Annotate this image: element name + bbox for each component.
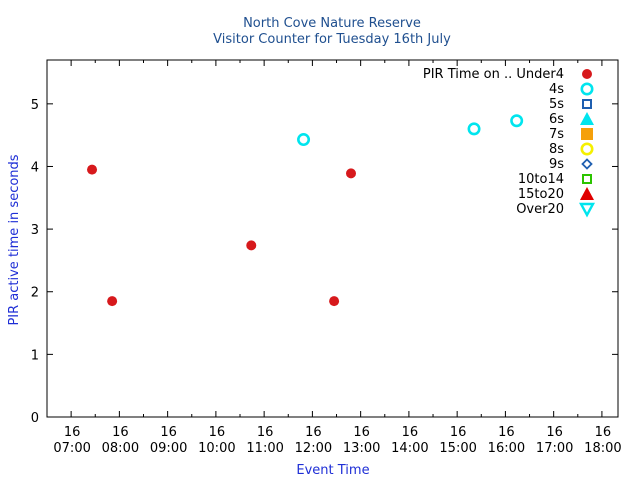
x-tick-label-time: 14:00 (391, 441, 428, 456)
data-point (345, 168, 356, 179)
x-tick-label-day: 16 (305, 425, 322, 440)
x-tick-label-time: 17:00 (536, 441, 573, 456)
data-point (510, 114, 524, 128)
y-tick-label: 5 (31, 98, 39, 113)
y-tick-label: 1 (31, 348, 39, 363)
x-tick-label-day: 16 (209, 425, 226, 440)
legend-label: 7s (549, 127, 564, 142)
data-point (107, 296, 118, 307)
data-point (297, 133, 311, 147)
legend-marker (580, 142, 594, 156)
legend-label: 4s (549, 82, 564, 97)
plot-frame (46, 59, 619, 418)
y-tick-label: 2 (31, 286, 39, 301)
x-tick-label-time: 10:00 (198, 441, 235, 456)
x-tick-label-day: 16 (160, 425, 177, 440)
legend-marker (578, 202, 596, 218)
chart-subtitle: Visitor Counter for Tuesday 16th July (213, 32, 451, 47)
x-tick-label-time: 07:00 (53, 441, 90, 456)
data-points (87, 114, 524, 307)
chart-title: North Cove Nature Reserve (243, 16, 421, 31)
legend-label: Over20 (516, 202, 564, 217)
legend-marker (580, 112, 594, 125)
y-tick-label: 0 (31, 411, 39, 426)
x-tick-label-time: 11:00 (246, 441, 283, 456)
x-tick-label-time: 15:00 (439, 441, 476, 456)
x-tick-label-time: 18:00 (584, 441, 621, 456)
legend-label: 5s (549, 97, 564, 112)
y-tick-label: 3 (31, 223, 39, 238)
x-tick-label-time: 13:00 (343, 441, 380, 456)
y-axis: 0 1 2 3 4 5 (31, 98, 618, 426)
legend-label: 8s (549, 142, 564, 157)
x-tick-label-day: 16 (546, 425, 563, 440)
legend-marker (580, 82, 594, 96)
legend-label: 9s (549, 157, 564, 172)
x-axis: 1607:001608:001609:001610:001611:001612:… (46, 60, 622, 456)
data-point (467, 122, 481, 136)
x-axis-label: Event Time (296, 463, 369, 478)
legend-marker (582, 69, 592, 79)
legend-marker (580, 187, 594, 200)
legend-marker (581, 158, 593, 170)
x-tick-label-day: 16 (595, 425, 612, 440)
y-axis-label: PIR active time in seconds (7, 154, 22, 325)
data-point (87, 164, 98, 175)
x-tick-label-day: 16 (353, 425, 370, 440)
legend-marker (581, 128, 593, 140)
x-tick-label-time: 08:00 (102, 441, 139, 456)
x-tick-label-day: 16 (498, 425, 515, 440)
y-tick-label: 4 (31, 160, 39, 175)
x-tick-label-day: 16 (64, 425, 81, 440)
legend-label: 6s (549, 112, 564, 127)
x-tick-label-time: 09:00 (150, 441, 187, 456)
legend-label: 10to14 (518, 172, 564, 187)
x-tick-label-day: 16 (450, 425, 467, 440)
data-point (329, 296, 340, 307)
legend-marker (582, 99, 592, 109)
x-tick-label-day: 16 (112, 425, 129, 440)
x-tick-label-time: 16:00 (488, 441, 525, 456)
x-tick-label-time: 12:00 (295, 441, 332, 456)
x-tick-label-day: 16 (257, 425, 274, 440)
data-point (246, 240, 257, 251)
legend: PIR Time on .. Under44s5s6s7s8s9s10to141… (423, 67, 596, 218)
x-tick-label-day: 16 (402, 425, 419, 440)
legend-marker (582, 174, 592, 184)
legend-label: PIR Time on .. Under4 (423, 67, 564, 82)
legend-label: 15to20 (518, 187, 564, 202)
